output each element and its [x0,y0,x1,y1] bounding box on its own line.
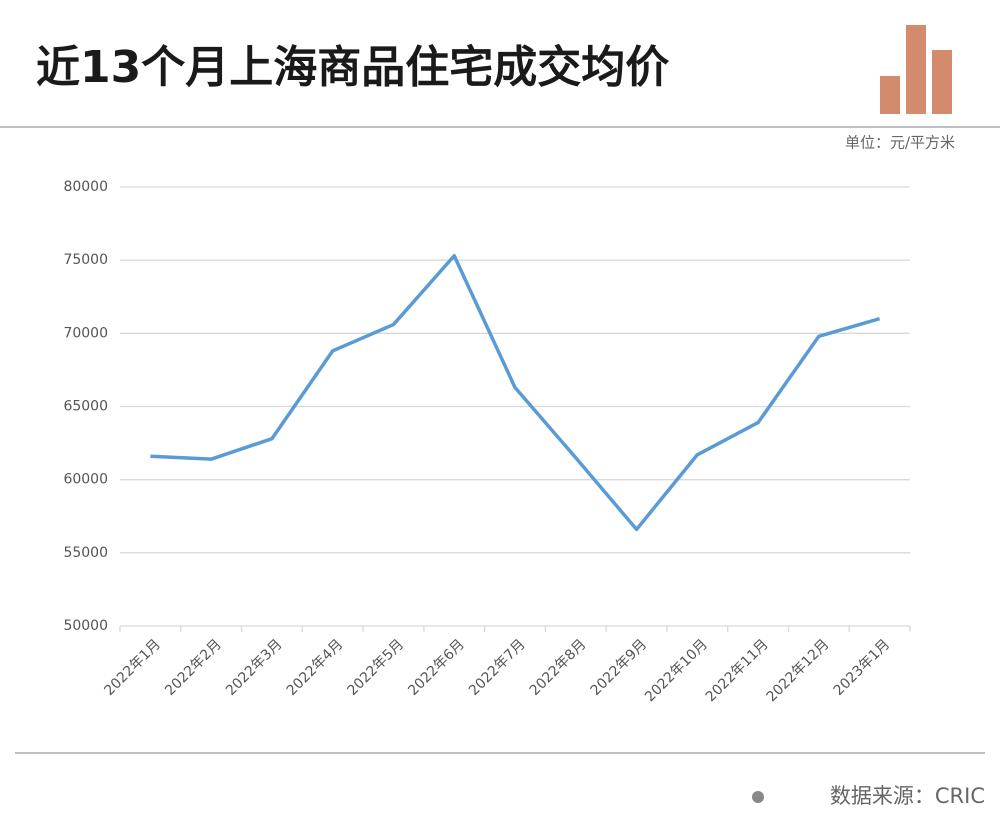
data-line [150,254,881,532]
y-tick-label: 60000 [63,472,108,488]
x-tick-label: 2022年8月 [527,636,590,699]
x-tick-label: 2022年6月 [405,636,468,699]
x-tick-label: 2022年7月 [466,636,529,699]
logo [880,25,952,114]
y-tick-label: 55000 [63,545,108,561]
x-tick-label: 2022年12月 [764,636,833,705]
y-tick-label: 70000 [63,325,108,341]
y-tick-label: 65000 [63,399,108,415]
x-tick-label: 2022年2月 [162,636,225,699]
x-tick-label: 2023年1月 [831,636,894,699]
x-tick-label: 2022年11月 [703,636,772,705]
source-dot [752,791,764,803]
chart-title: 近13个月上海商品住宅成交均价 [36,42,669,93]
unit-note: 单位：元/平方米 [845,134,955,152]
x-tick-label: 2022年9月 [588,636,651,699]
y-tick-label: 50000 [63,618,108,634]
x-tick-label: 2022年4月 [284,636,347,699]
y-tick-label: 75000 [63,252,108,268]
source: 数据来源：CRIC [830,784,985,808]
x-tick-label: 2022年1月 [101,636,164,699]
x-tick-label: 2022年10月 [642,636,711,705]
x-tick-label: 2022年5月 [345,636,408,699]
x-tick-label: 2022年3月 [223,636,286,699]
y-tick-label: 80000 [63,179,108,195]
